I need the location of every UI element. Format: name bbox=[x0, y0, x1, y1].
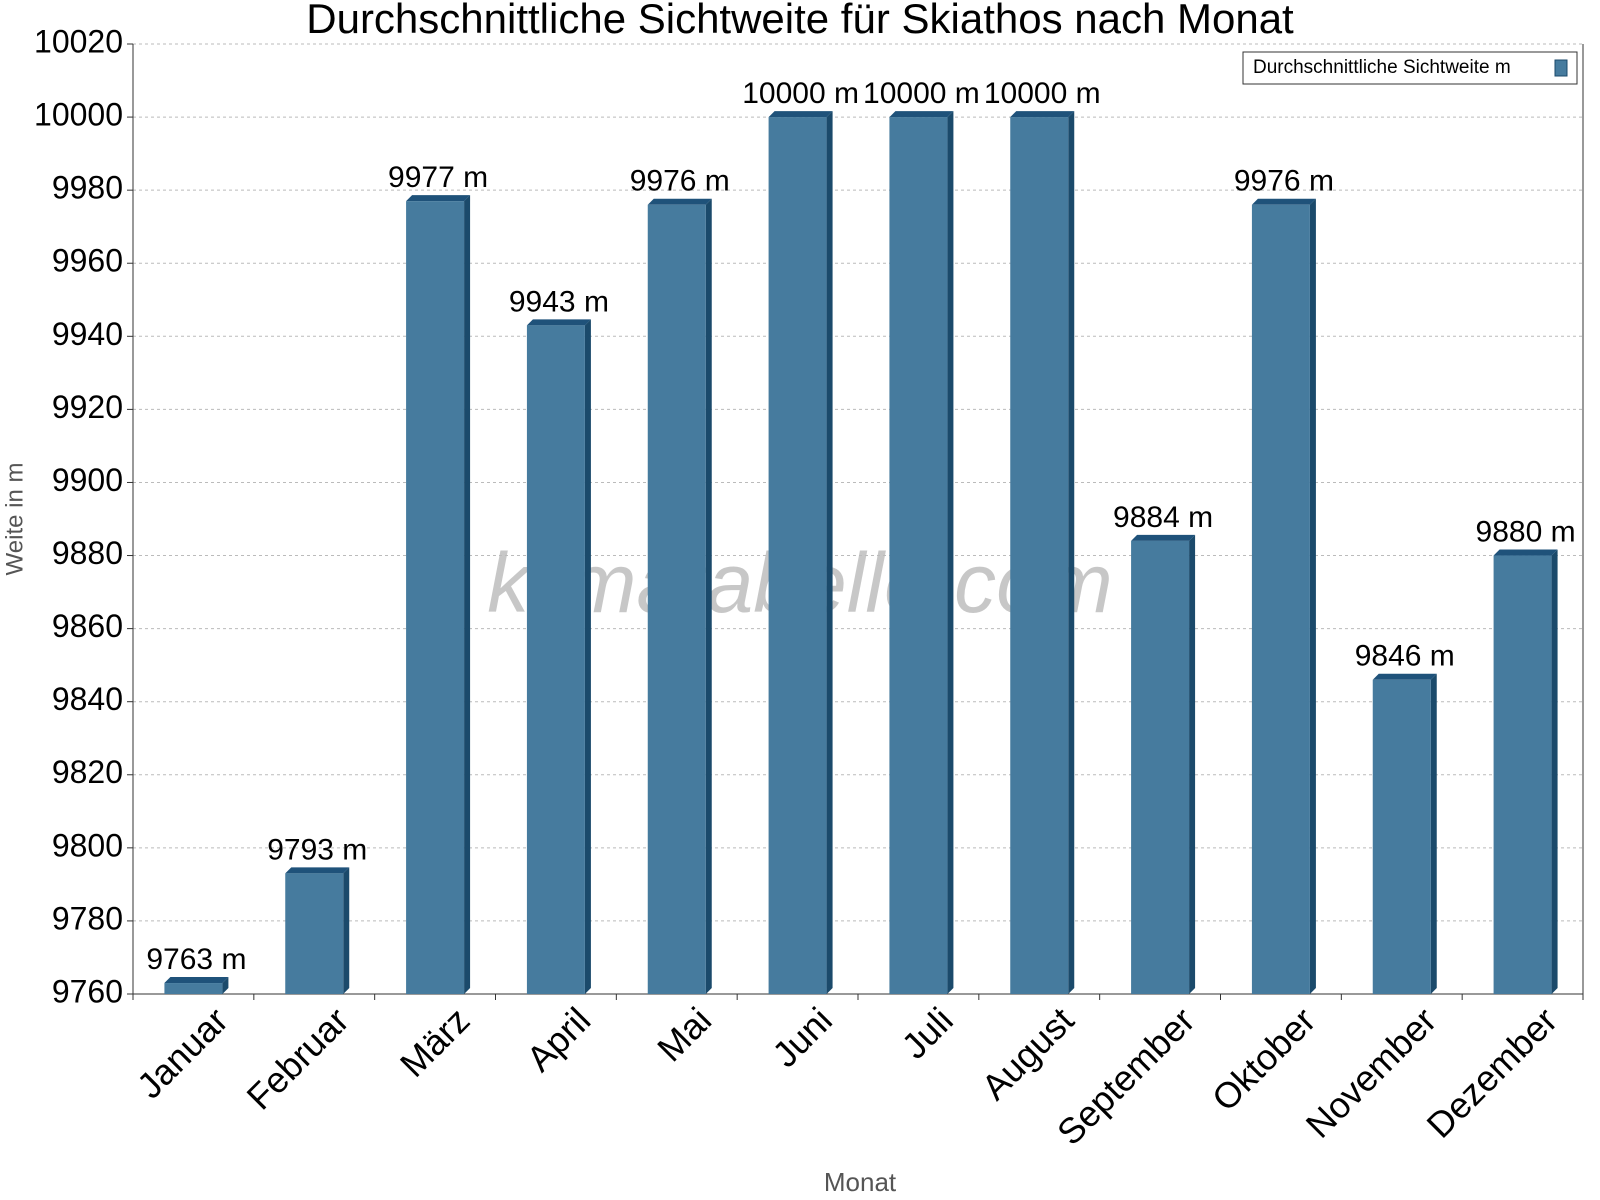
legend-box bbox=[1242, 51, 1578, 85]
y-tick-label: 9840 bbox=[52, 681, 123, 717]
x-tick-label: Dezember bbox=[1419, 999, 1565, 1145]
y-tick-label: 9980 bbox=[52, 170, 123, 206]
legend-swatch bbox=[1554, 59, 1568, 77]
bar-top bbox=[1251, 198, 1316, 205]
bar bbox=[647, 204, 706, 994]
bar-top bbox=[285, 867, 350, 874]
bar bbox=[1493, 555, 1552, 994]
bar-side bbox=[947, 111, 954, 995]
bar bbox=[406, 201, 465, 995]
bar-side bbox=[1068, 111, 1075, 995]
y-tick-label: 9860 bbox=[52, 608, 123, 644]
x-tick-label: März bbox=[392, 999, 478, 1085]
bar-side bbox=[343, 867, 350, 994]
bar-top bbox=[1131, 534, 1196, 541]
bar-side bbox=[1309, 198, 1316, 994]
value-label: 9846 m bbox=[1355, 640, 1455, 673]
y-tick-label: 9900 bbox=[52, 462, 123, 498]
x-tick-label: Januar bbox=[129, 999, 236, 1106]
y-tick-label: 9880 bbox=[52, 535, 123, 571]
x-tick-label: Juli bbox=[894, 999, 961, 1066]
value-label: 9884 m bbox=[1113, 501, 1213, 534]
bar-top bbox=[526, 319, 591, 326]
bar-side bbox=[705, 198, 712, 994]
value-label: 9880 m bbox=[1476, 515, 1576, 548]
x-tick-label: Mai bbox=[649, 999, 719, 1069]
y-tick-label: 9760 bbox=[52, 973, 123, 1009]
bar-top bbox=[647, 198, 712, 205]
x-tick-label: August bbox=[973, 999, 1081, 1107]
bar bbox=[1131, 540, 1190, 994]
x-tick-label: Juni bbox=[764, 999, 840, 1075]
value-label: 10000 m bbox=[984, 77, 1101, 110]
value-label: 9763 m bbox=[146, 943, 246, 976]
bar bbox=[889, 117, 948, 995]
value-label: 10000 m bbox=[742, 77, 859, 110]
bar-top bbox=[1010, 111, 1075, 118]
y-tick-label: 9820 bbox=[52, 754, 123, 790]
y-tick-label: 9960 bbox=[52, 243, 123, 279]
bar-top bbox=[164, 977, 229, 984]
bar bbox=[164, 983, 223, 994]
y-tick-label: 9800 bbox=[52, 827, 123, 863]
bar-top bbox=[1372, 673, 1437, 680]
bar-top bbox=[889, 111, 954, 118]
value-label: 9943 m bbox=[509, 285, 609, 318]
legend-label: Durchschnittliche Sichtweite m bbox=[1253, 57, 1511, 78]
bar-side bbox=[1430, 673, 1437, 994]
value-label: 9977 m bbox=[388, 161, 488, 194]
bar-side bbox=[222, 977, 229, 994]
bar-side bbox=[584, 319, 591, 994]
bar-side bbox=[1551, 549, 1558, 994]
value-label: 9976 m bbox=[630, 165, 730, 198]
bar bbox=[1372, 679, 1431, 994]
y-tick-label: 9940 bbox=[52, 316, 123, 352]
y-tick-label: 10000 bbox=[34, 97, 123, 133]
value-label: 9976 m bbox=[1234, 165, 1334, 198]
bar bbox=[768, 117, 827, 995]
value-label: 10000 m bbox=[863, 77, 980, 110]
bar-side bbox=[464, 195, 471, 995]
x-axis-label: Monat bbox=[824, 1167, 897, 1197]
x-tick-label: November bbox=[1298, 999, 1444, 1145]
bar-top bbox=[768, 111, 833, 118]
bar bbox=[1251, 204, 1310, 994]
y-tick-label: 9920 bbox=[52, 389, 123, 425]
x-tick-label: Oktober bbox=[1204, 999, 1324, 1119]
bar bbox=[285, 873, 344, 994]
x-tick-label: April bbox=[518, 999, 598, 1079]
bar-side bbox=[1189, 534, 1196, 994]
bar-top bbox=[406, 195, 471, 202]
y-tick-label: 9780 bbox=[52, 900, 123, 936]
x-tick-label: Februar bbox=[239, 999, 357, 1117]
y-tick-label: 10020 bbox=[34, 23, 123, 59]
value-label: 9793 m bbox=[267, 833, 367, 866]
chart-title: Durchschnittliche Sichtweite für Skiatho… bbox=[306, 0, 1294, 42]
bar-side bbox=[826, 111, 833, 995]
y-axis-label: Weite in m bbox=[1, 463, 28, 576]
bar bbox=[526, 325, 585, 994]
bar bbox=[1010, 117, 1069, 995]
bar-top bbox=[1493, 549, 1558, 556]
